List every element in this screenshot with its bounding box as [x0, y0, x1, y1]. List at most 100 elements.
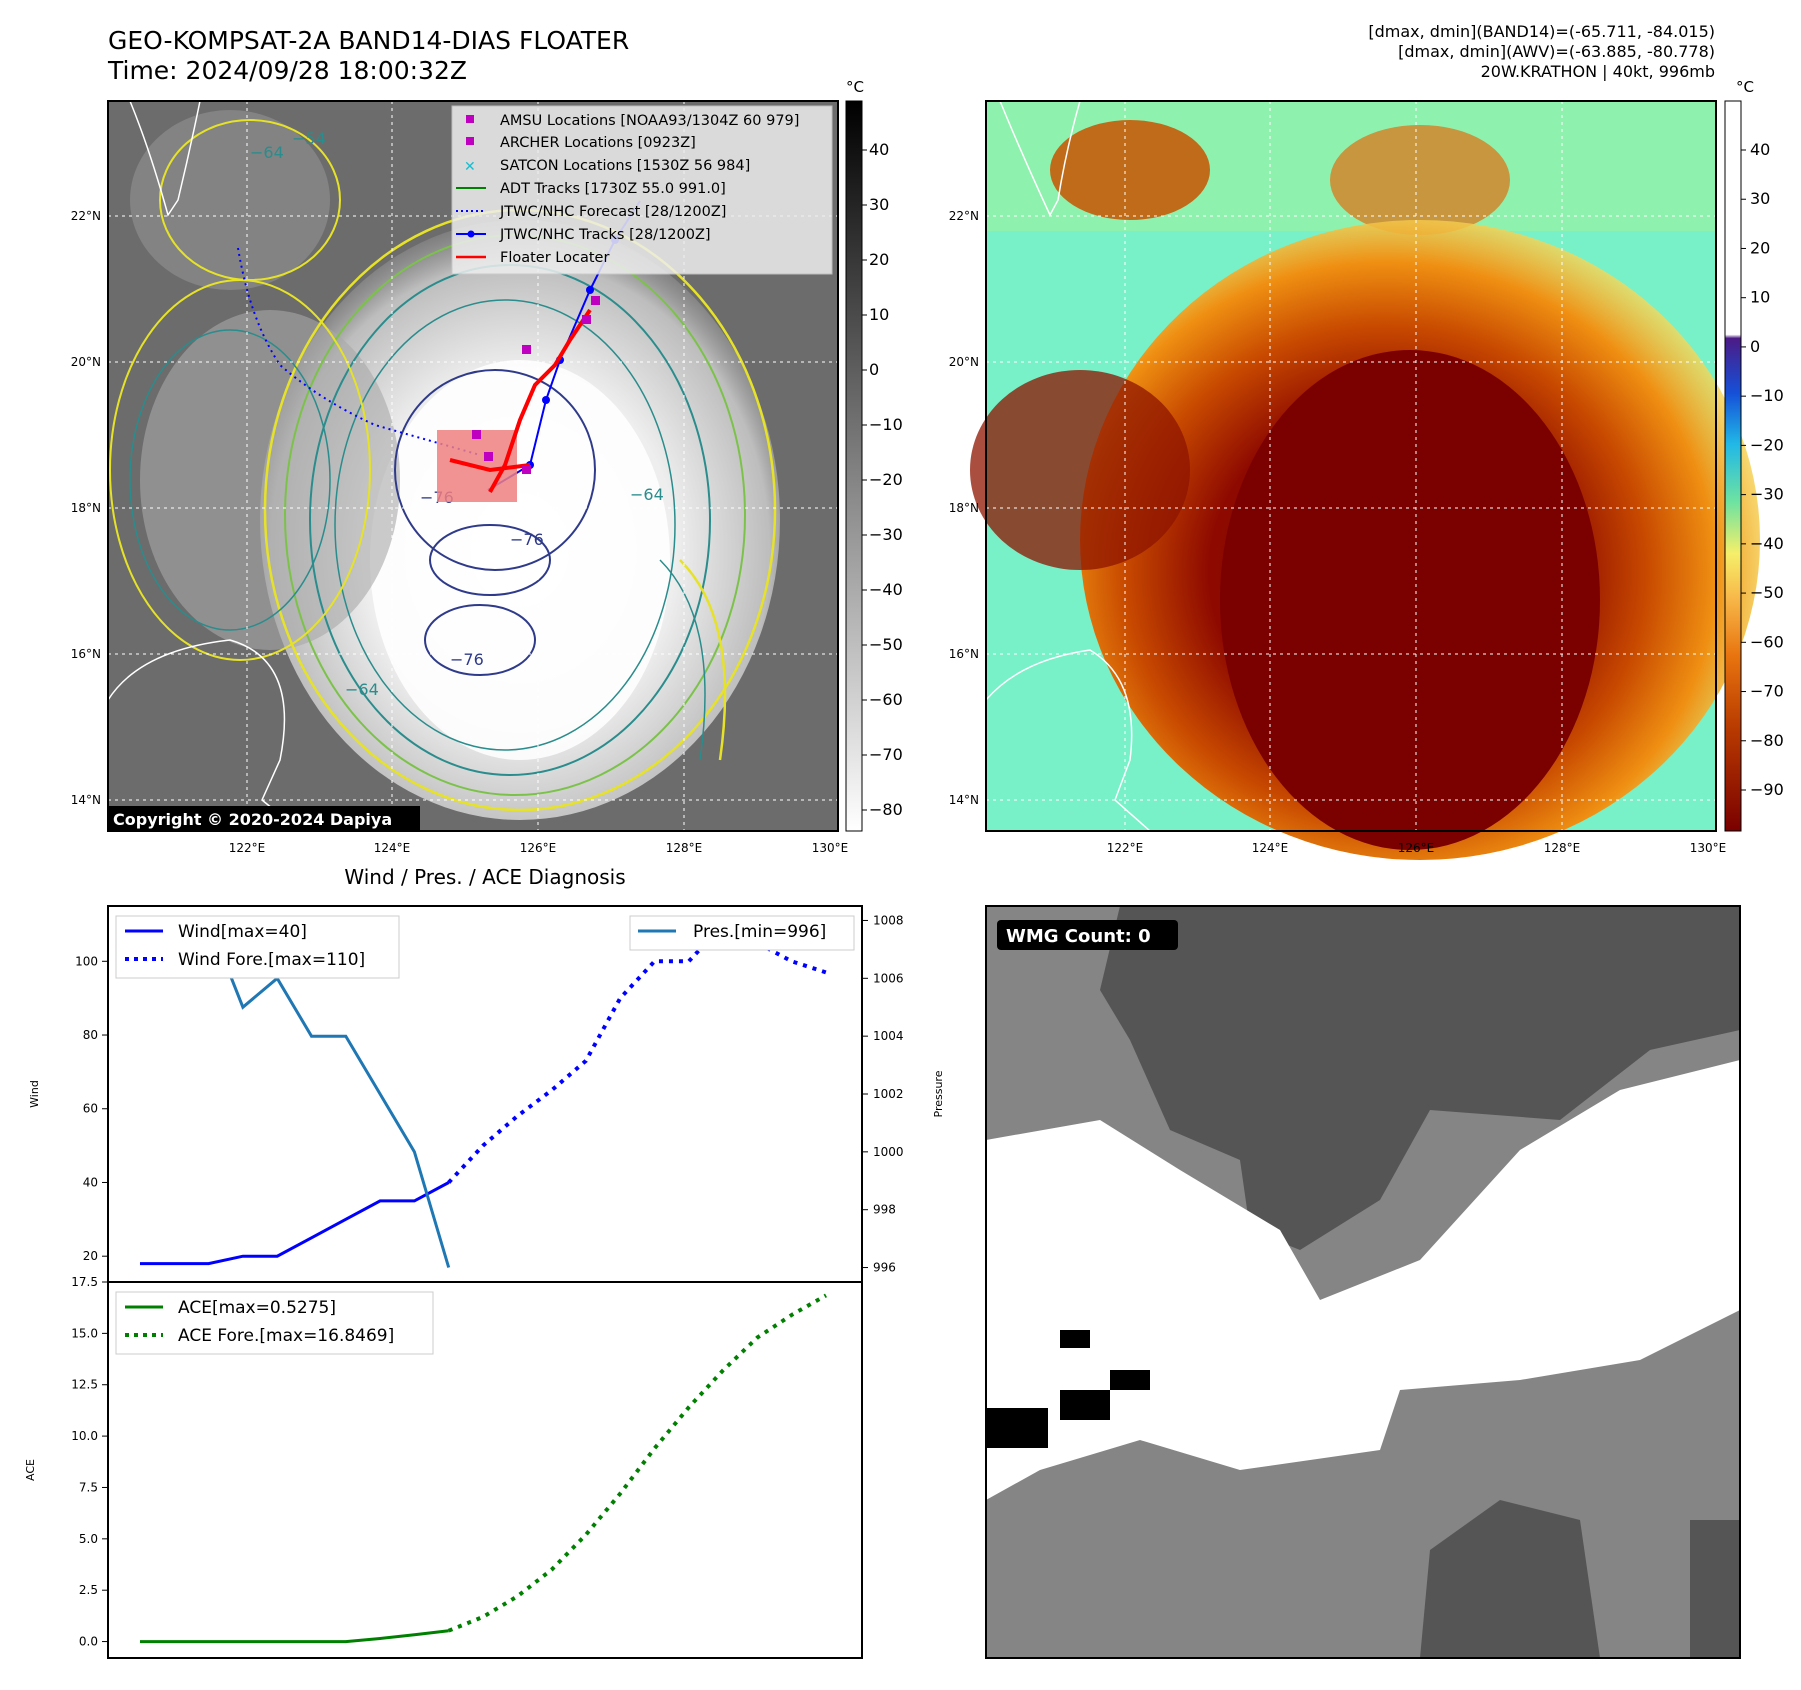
colorbar-tick-label: 20	[1750, 238, 1770, 257]
color-map-frame	[985, 100, 1717, 832]
wmg-dark-region	[1100, 906, 1740, 1250]
ace-ylabel: ACE	[24, 1459, 37, 1481]
amsu-markers	[472, 296, 600, 474]
cloud-west	[970, 370, 1190, 570]
colorbar-tick-label: 10	[869, 305, 889, 324]
lon-label: 126°E	[520, 841, 557, 855]
contour-label: −76	[510, 530, 544, 549]
contour-labels: −54 −64 −76 −64 −76 −76 −64	[250, 129, 664, 699]
copyright-badge	[108, 806, 420, 831]
colorbar-tick-label: −10	[869, 415, 903, 434]
colorbar-tick-label: 20	[869, 250, 889, 269]
ir-map-frame	[107, 100, 839, 832]
lon-label: 122°E	[229, 841, 266, 855]
contour-label: −64	[630, 485, 664, 504]
cloud-north-east	[1330, 125, 1510, 235]
lat-label: 16°N	[71, 647, 101, 661]
satcon-x-icon: ✕	[464, 159, 476, 175]
gray-colorbar-unit: °C	[846, 78, 864, 96]
title-line-2: Time: 2024/09/28 18:00:32Z	[108, 56, 467, 85]
color-map-panel: 22°N 20°N 18°N 16°N 14°N 122°E 124°E 126…	[949, 78, 1784, 860]
ir-map-panel: −54 −64 −76 −64 −76 −76 −64	[71, 78, 903, 855]
wmg-black-region	[986, 1408, 1048, 1448]
colorbar-tick-label: −20	[869, 470, 903, 489]
map-legend: AMSU Locations [NOAA93/1304Z 60 979] ARC…	[451, 105, 833, 275]
colorbar-tick-label: −40	[869, 580, 903, 599]
jtwc-forecast-track	[237, 247, 481, 456]
pressure-tick-label: 1002	[873, 1087, 904, 1101]
colorbar-tick-label: 30	[1750, 189, 1770, 208]
info-line-2: [dmax, dmin](AWV)=(-63.885, -80.778)	[1398, 42, 1715, 61]
pressure-tick-label: 1008	[873, 913, 904, 927]
ace-line	[140, 1629, 449, 1644]
lat-label: 20°N	[71, 355, 101, 369]
wmg-panel: WMG Count: 0	[985, 905, 1741, 1659]
colorbar-tick-label: −80	[869, 800, 903, 819]
legend-floater: Floater Locater	[500, 250, 609, 266]
gray-colorbar-ticks: 40 30 20 10 0 −10 −20 −30 −40 −50 −60 −70 −80	[862, 140, 903, 819]
floater-locater-track	[488, 308, 592, 493]
ir-lat-labels: 22°N 20°N 18°N 16°N 14°N	[71, 209, 101, 807]
ace-tick-label: 17.5	[71, 1275, 98, 1289]
lat-label: 16°N	[949, 647, 979, 661]
contour-label: −64	[250, 143, 284, 162]
storm-info: [dmax, dmin](BAND14)=(-65.711, -84.015) …	[1368, 22, 1715, 82]
ace-tick-label: 15.0	[71, 1326, 98, 1340]
pressure-tick-label: 998	[873, 1203, 896, 1217]
colorbar-tick-label: −40	[1750, 534, 1784, 553]
pressure-legend-label: Pres.[min=996]	[693, 922, 826, 942]
ace-tick-label: 0.0	[79, 1635, 98, 1649]
copyright-text: Copyright © 2020-2024 Dapiya	[113, 810, 392, 829]
ace-tick-label: 12.5	[71, 1378, 98, 1392]
wind-tick-label: 40	[83, 1175, 98, 1189]
wind-forecast-line	[447, 921, 827, 1184]
colorbar-tick-label: −90	[1750, 780, 1784, 799]
colorbar-tick-label: −30	[1750, 485, 1784, 504]
ace-legend	[115, 1291, 434, 1355]
ace-tick-label: 7.5	[79, 1480, 98, 1494]
title-line-1: GEO-KOMPSAT-2A BAND14-DIAS FLOATER	[108, 26, 630, 55]
lon-label: 130°E	[812, 841, 849, 855]
ace-tick-label: 5.0	[79, 1532, 98, 1546]
lon-label: 126°E	[1398, 841, 1435, 855]
pressure-tick-label: 1004	[873, 1029, 904, 1043]
color-colorbar-unit: °C	[1736, 78, 1754, 96]
colorbar-tick-label: −50	[1750, 583, 1784, 602]
lat-label: 22°N	[949, 209, 979, 223]
coastline-right	[985, 100, 1151, 832]
colorbar-tick-label: −20	[1750, 435, 1784, 454]
diagnosis-panel: Wind / Pres. / ACE Diagnosis Wind Pressu…	[24, 865, 945, 1659]
ir-lon-labels: 122°E 124°E 126°E 128°E 130°E	[229, 841, 849, 855]
ace-legend-label: ACE[max=0.5275]	[178, 1298, 336, 1318]
ace-fore-legend-label: ACE Fore.[max=16.8469]	[178, 1326, 394, 1346]
coastline	[107, 100, 301, 832]
floater-locater-segment	[449, 458, 531, 473]
wmg-badge	[997, 920, 1178, 950]
legend-satcon: SATCON Locations [1530Z 56 984]	[500, 158, 750, 174]
colorbar-tick-label: −80	[1750, 731, 1784, 750]
ace-yticks: 0.0 2.5 5.0 7.5 10.0 12.5 15.0 17.5	[71, 1275, 108, 1649]
lon-label: 128°E	[666, 841, 703, 855]
gray-colorbar	[845, 100, 863, 832]
wind-legend	[115, 915, 400, 979]
color-colorbar	[1724, 100, 1742, 832]
pressure-tick-label: 1006	[873, 971, 904, 985]
legend-archer: ARCHER Locations [0923Z]	[500, 135, 696, 151]
wmg-frame	[985, 905, 1741, 1659]
cloud-band-west	[140, 310, 400, 650]
wmg-dark-region-southeast	[1690, 1520, 1740, 1658]
lat-label: 22°N	[71, 209, 101, 223]
legend-jtwc-tracks: JTWC/NHC Tracks [28/1200Z]	[499, 227, 711, 243]
lon-label: 130°E	[1690, 841, 1727, 855]
wind-tick-label: 80	[83, 1028, 98, 1042]
lon-label: 124°E	[374, 841, 411, 855]
pressure-yticks: 996 998 1000 1002 1004 1006 1008	[862, 913, 904, 1275]
wind-tick-label: 60	[83, 1102, 98, 1116]
color-map-gridlines	[986, 101, 1716, 831]
color-colorbar-ticks: 40 30 20 10 0 −10 −20 −30 −40 −50 −60 −70 −80 −90	[1741, 140, 1784, 799]
lon-label: 128°E	[1544, 841, 1581, 855]
cloud-north	[1050, 120, 1210, 220]
wind-legend-label: Wind[max=40]	[178, 922, 307, 942]
colorbar-tick-label: 30	[869, 195, 889, 214]
